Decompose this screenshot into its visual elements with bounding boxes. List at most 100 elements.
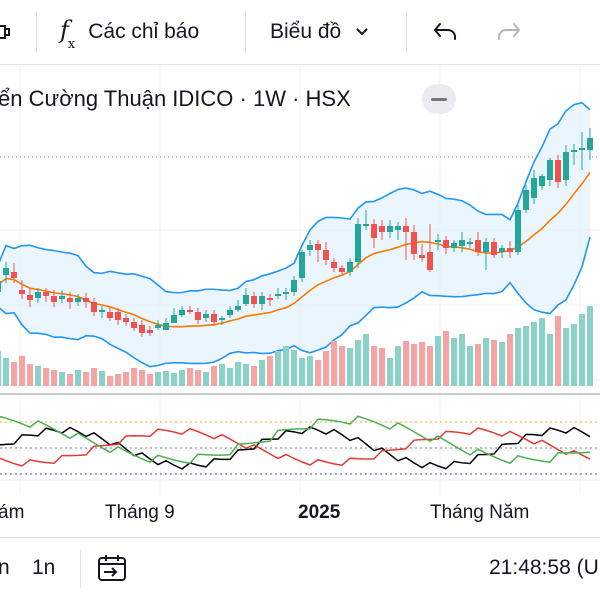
candle-body: [51, 296, 57, 302]
volume-bar: [331, 341, 337, 386]
candle-body: [491, 242, 497, 255]
upper-band: [0, 101, 591, 294]
band-fill: [0, 102, 590, 367]
volume-bar: [427, 346, 433, 386]
time-axis-label: Tháng Năm: [430, 502, 530, 523]
candle-body: [411, 232, 417, 254]
candle-body: [99, 310, 105, 312]
volume-bar: [171, 373, 177, 386]
candle-body: [19, 290, 25, 294]
volume-bar: [267, 356, 273, 386]
candle-body: [75, 298, 81, 302]
oscillator-red-line: [0, 427, 591, 467]
candle-body: [539, 176, 545, 186]
volume-bar: [531, 322, 537, 386]
toolbar-divider: [36, 12, 37, 52]
volume-bar: [99, 371, 105, 386]
candle-body: [499, 248, 505, 252]
candle-body: [307, 245, 313, 250]
price-chart[interactable]: [0, 65, 600, 535]
redo-icon: [498, 23, 520, 40]
volume-bar: [219, 364, 225, 386]
volume-bar: [59, 372, 65, 386]
volume-bar: [19, 356, 25, 386]
volume-bar: [211, 366, 217, 386]
volume-bar: [115, 374, 121, 386]
volume-bar: [307, 356, 313, 386]
chart-type-button[interactable]: Biểu đồ: [270, 14, 369, 50]
volume-bar: [35, 366, 41, 386]
candle-body: [387, 226, 393, 232]
volume-bar: [547, 334, 553, 386]
candle-body: [91, 302, 97, 312]
candle-body: [227, 310, 233, 315]
volume-bar: [155, 372, 161, 386]
range-button[interactable]: n: [0, 556, 10, 579]
range-button-1y[interactable]: 1n: [32, 556, 56, 579]
candle-body: [435, 240, 441, 242]
volume-bar: [107, 376, 113, 386]
undo-button[interactable]: [432, 14, 458, 50]
volume-bar: [411, 344, 417, 386]
volume-bar: [539, 318, 545, 386]
volume-bars: [0, 306, 593, 386]
candle-body: [123, 318, 129, 322]
volume-bar: [187, 368, 193, 386]
chart-pane[interactable]: [0, 65, 600, 535]
toolbar-divider: [80, 550, 81, 588]
volume-bar: [283, 346, 289, 386]
volume-bar: [491, 340, 497, 386]
volume-bar: [83, 372, 89, 386]
candlesticks: [0, 128, 593, 337]
volume-bar: [555, 316, 561, 386]
candle-body: [283, 292, 289, 294]
settings-icon[interactable]: [0, 14, 10, 50]
volume-bar: [259, 360, 265, 386]
toolbar-divider: [406, 12, 407, 52]
redo-button[interactable]: [496, 14, 522, 50]
candle-body: [67, 298, 73, 302]
candle-body: [323, 250, 329, 260]
volume-bar: [339, 346, 345, 386]
volume-bar: [227, 368, 233, 386]
candle-body: [315, 244, 321, 250]
volume-bar: [515, 328, 521, 386]
volume-bar: [91, 368, 97, 386]
top-toolbar: fx Các chỉ báo Biểu đồ: [0, 0, 600, 65]
fx-icon: fx: [60, 16, 76, 52]
candle-body: [339, 268, 345, 272]
candle-body: [395, 226, 401, 230]
volume-bar: [299, 358, 305, 386]
clock-display: 21:48:58 (U: [489, 556, 599, 579]
candle-body: [147, 330, 153, 333]
volume-bar: [179, 370, 185, 386]
candle-body: [563, 152, 569, 180]
chevron-down-icon: [356, 28, 368, 36]
volume-bar: [195, 370, 201, 386]
volume-bar: [3, 358, 9, 386]
volume-bar: [507, 334, 513, 386]
volume-bar: [443, 331, 449, 386]
indicators-button[interactable]: fx Các chỉ báo: [60, 14, 199, 52]
symbol-legend-title[interactable]: ển Cường Thuận IDICO · 1W · HSX: [0, 86, 351, 111]
candle-body: [171, 315, 177, 323]
volume-bar: [387, 358, 393, 386]
volume-bar: [251, 366, 257, 386]
candle-body: [11, 272, 17, 278]
time-axis[interactable]: ám Tháng 9 2025 Tháng Năm: [0, 496, 600, 532]
volume-bar: [579, 314, 585, 386]
candle-body: [219, 318, 225, 320]
volume-bar: [435, 336, 441, 386]
date-range-button[interactable]: [96, 552, 128, 590]
candle-body: [587, 138, 593, 150]
lower-band: [0, 236, 591, 368]
volume-bar: [475, 344, 481, 386]
candle-body: [571, 150, 577, 152]
candle-body: [187, 310, 193, 312]
volume-bar: [27, 364, 33, 386]
collapse-legend-button[interactable]: [422, 84, 456, 114]
time-axis-label: Tháng 9: [105, 502, 175, 523]
volume-bar: [147, 374, 153, 386]
volume-bar: [75, 370, 81, 386]
volume-bar: [395, 346, 401, 386]
